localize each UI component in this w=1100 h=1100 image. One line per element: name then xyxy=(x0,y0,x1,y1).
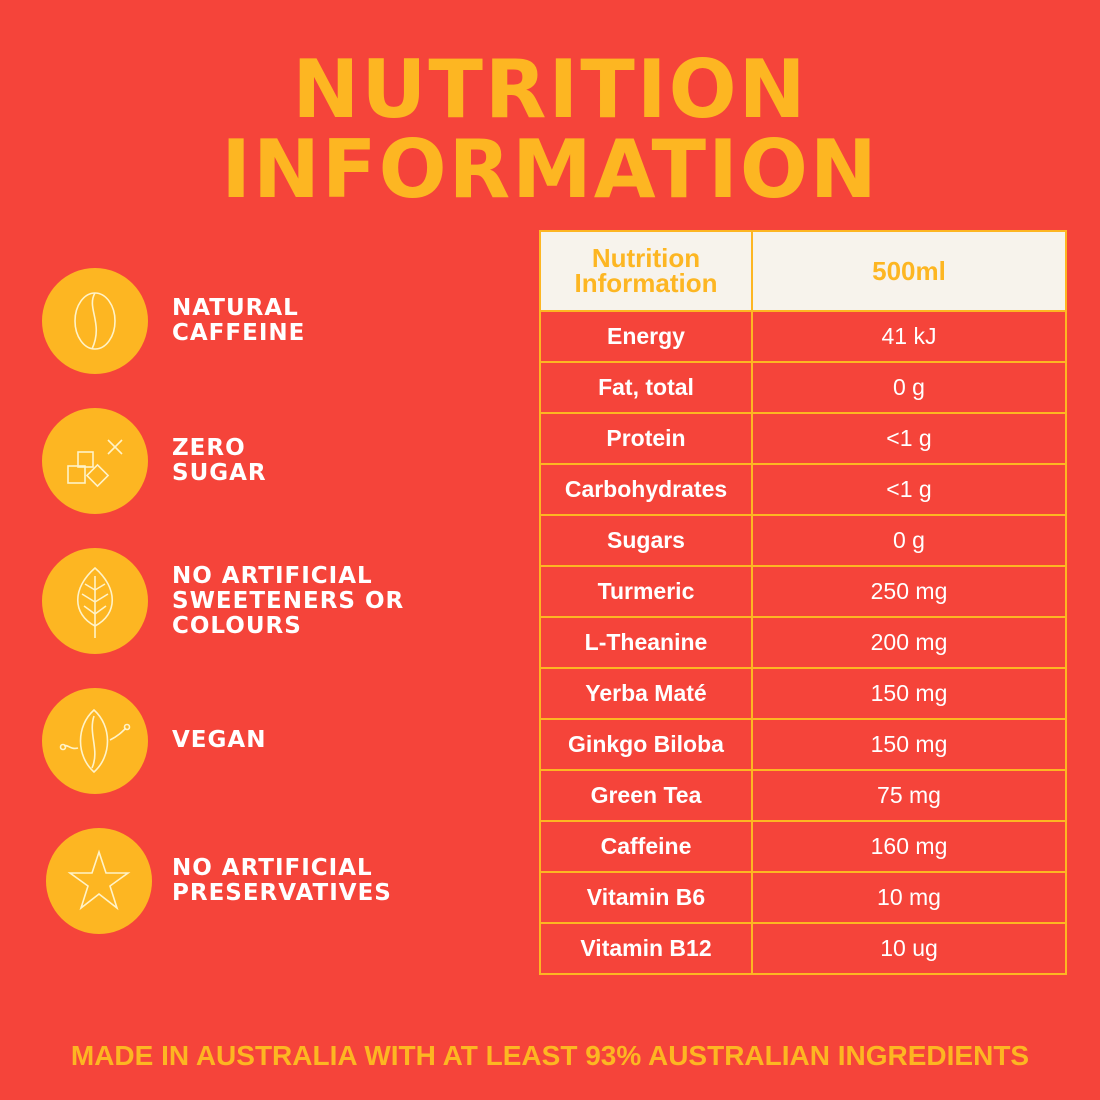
nutrient-value: <1 g xyxy=(751,463,1067,516)
table-header-row: Nutrition Information 500ml xyxy=(539,230,1067,312)
table-row: Yerba Maté 150 mg xyxy=(539,667,1067,720)
header-line: Information xyxy=(574,268,718,298)
table-row: Fat, total 0 g xyxy=(539,361,1067,414)
nutrient-name: Ginkgo Biloba xyxy=(539,718,753,771)
table-row: Protein <1 g xyxy=(539,412,1067,465)
table-row: Sugars 0 g xyxy=(539,514,1067,567)
nutrient-value: 10 mg xyxy=(751,871,1067,924)
nutrient-name: Vitamin B12 xyxy=(539,922,753,975)
feature-label-line: SWEETENERS OR xyxy=(172,588,405,614)
table-header-nutrition: Nutrition Information xyxy=(539,230,753,312)
feature-label-line: NATURAL xyxy=(172,295,299,321)
nutrition-table: Nutrition Information 500ml Energy 41 kJ … xyxy=(539,230,1067,975)
leaf-icon xyxy=(42,548,148,654)
nutrient-name: Energy xyxy=(539,310,753,363)
feature-label-line: VEGAN xyxy=(172,727,267,753)
feature-no-artificial-preservatives: NO ARTIFICIAL PRESERVATIVES xyxy=(46,828,506,938)
table-header-amount: 500ml xyxy=(751,230,1067,312)
nutrient-value: 41 kJ xyxy=(751,310,1067,363)
nutrient-value: 250 mg xyxy=(751,565,1067,618)
feature-label-line: CAFFEINE xyxy=(172,320,306,346)
nutrient-name: Fat, total xyxy=(539,361,753,414)
star-icon xyxy=(46,828,152,934)
nutrient-value: 160 mg xyxy=(751,820,1067,873)
nutrient-value: 0 g xyxy=(751,361,1067,414)
nutrient-name: Green Tea xyxy=(539,769,753,822)
nutrient-name: Turmeric xyxy=(539,565,753,618)
table-row: Caffeine 160 mg xyxy=(539,820,1067,873)
nutrient-name: L-Theanine xyxy=(539,616,753,669)
table-row: Carbohydrates <1 g xyxy=(539,463,1067,516)
coffee-bean-icon xyxy=(42,268,148,374)
feature-label-line: ZERO xyxy=(172,435,246,461)
feature-label-line: COLOURS xyxy=(172,613,302,639)
feature-vegan: VEGAN xyxy=(42,688,502,798)
feature-zero-sugar: ZERO SUGAR xyxy=(42,408,502,518)
nutrient-name: Carbohydrates xyxy=(539,463,753,516)
title-line-1: NUTRITION xyxy=(292,43,808,136)
table-row: Vitamin B12 10 ug xyxy=(539,922,1067,975)
nutrient-value: 0 g xyxy=(751,514,1067,567)
table-row: Turmeric 250 mg xyxy=(539,565,1067,618)
table-row: L-Theanine 200 mg xyxy=(539,616,1067,669)
feature-label-line: NO ARTIFICIAL xyxy=(172,563,373,589)
nutrient-value: <1 g xyxy=(751,412,1067,465)
nutrient-value: 10 ug xyxy=(751,922,1067,975)
table-row: Green Tea 75 mg xyxy=(539,769,1067,822)
feature-label-line: SUGAR xyxy=(172,460,267,486)
nutrient-value: 150 mg xyxy=(751,667,1067,720)
nutrient-value: 150 mg xyxy=(751,718,1067,771)
nutrient-name: Caffeine xyxy=(539,820,753,873)
nutrient-name: Vitamin B6 xyxy=(539,871,753,924)
feature-label-line: NO ARTIFICIAL xyxy=(172,855,373,881)
feature-natural-caffeine: NATURAL CAFFEINE xyxy=(42,268,502,378)
title-line-2: INFORMATION xyxy=(221,123,879,216)
nutrient-name: Sugars xyxy=(539,514,753,567)
nutrient-value: 75 mg xyxy=(751,769,1067,822)
table-row: Ginkgo Biloba 150 mg xyxy=(539,718,1067,771)
nutrient-name: Protein xyxy=(539,412,753,465)
feature-no-artificial-sweeteners: NO ARTIFICIAL SWEETENERS OR COLOURS xyxy=(42,548,502,658)
sugar-cubes-icon xyxy=(42,408,148,514)
feature-label-line: PRESERVATIVES xyxy=(172,880,392,906)
nutrient-name: Yerba Maté xyxy=(539,667,753,720)
footer-tagline: MADE IN AUSTRALIA WITH AT LEAST 93% AUST… xyxy=(70,1040,1030,1071)
table-row: Energy 41 kJ xyxy=(539,310,1067,363)
table-row: Vitamin B6 10 mg xyxy=(539,871,1067,924)
plant-leaf-icon xyxy=(42,688,148,794)
header-line: Nutrition xyxy=(591,243,701,273)
nutrient-value: 200 mg xyxy=(751,616,1067,669)
